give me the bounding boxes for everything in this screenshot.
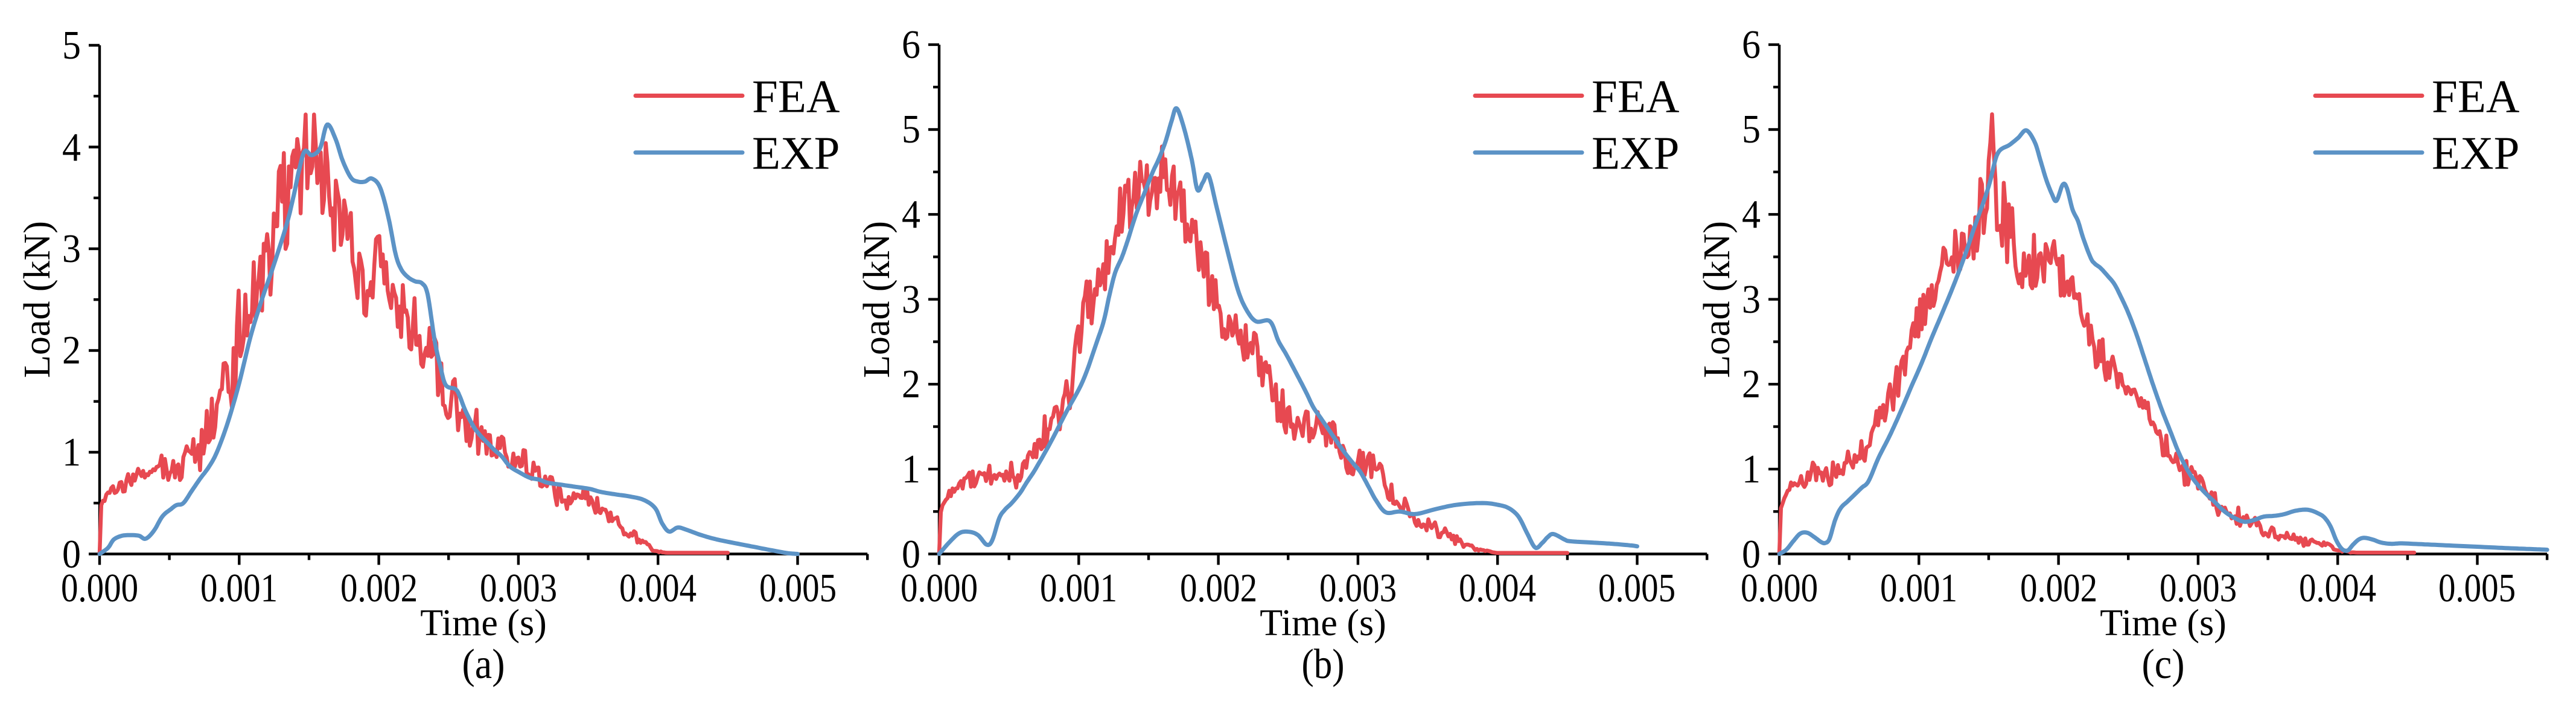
svg-text:0.000: 0.000 bbox=[901, 566, 978, 610]
svg-text:Load (kN): Load (kN) bbox=[856, 221, 897, 378]
svg-text:(b): (b) bbox=[1302, 641, 1345, 688]
svg-text:0.002: 0.002 bbox=[340, 566, 418, 610]
svg-text:2: 2 bbox=[1742, 362, 1761, 406]
svg-text:5: 5 bbox=[902, 107, 920, 152]
svg-text:0.003: 0.003 bbox=[480, 566, 557, 610]
svg-text:0.005: 0.005 bbox=[759, 566, 837, 610]
svg-text:Time (s): Time (s) bbox=[1260, 603, 1386, 644]
svg-text:0.002: 0.002 bbox=[1180, 566, 1257, 610]
svg-text:0.005: 0.005 bbox=[1598, 566, 1675, 610]
svg-text:0.001: 0.001 bbox=[200, 566, 278, 610]
svg-text:0.001: 0.001 bbox=[1880, 566, 1957, 610]
svg-text:1: 1 bbox=[1742, 447, 1761, 491]
svg-text:0: 0 bbox=[902, 532, 920, 577]
svg-text:3: 3 bbox=[902, 277, 920, 322]
svg-text:5: 5 bbox=[1742, 107, 1761, 152]
svg-text:Time (s): Time (s) bbox=[2100, 603, 2227, 644]
svg-text:0.004: 0.004 bbox=[1459, 566, 1536, 610]
svg-text:1: 1 bbox=[62, 430, 81, 475]
svg-text:0.005: 0.005 bbox=[2438, 566, 2516, 610]
svg-text:3: 3 bbox=[1742, 277, 1761, 322]
svg-text:5: 5 bbox=[62, 23, 81, 68]
svg-text:0.003: 0.003 bbox=[2160, 566, 2237, 610]
svg-text:2: 2 bbox=[902, 362, 920, 406]
svg-text:2: 2 bbox=[62, 328, 81, 373]
svg-text:Load (kN): Load (kN) bbox=[17, 221, 58, 378]
svg-text:0.001: 0.001 bbox=[1040, 566, 1117, 610]
svg-text:FEA: FEA bbox=[2432, 71, 2520, 123]
svg-text:4: 4 bbox=[1742, 192, 1761, 237]
svg-text:Time (s): Time (s) bbox=[420, 603, 547, 644]
svg-text:EXP: EXP bbox=[2432, 127, 2519, 179]
svg-text:(c): (c) bbox=[2142, 641, 2185, 688]
svg-text:6: 6 bbox=[902, 22, 920, 67]
svg-text:0.004: 0.004 bbox=[2299, 566, 2376, 610]
svg-text:0.002: 0.002 bbox=[2020, 566, 2097, 610]
svg-text:Load (kN): Load (kN) bbox=[1697, 221, 1738, 378]
svg-text:0.003: 0.003 bbox=[1319, 566, 1397, 610]
svg-text:1: 1 bbox=[902, 447, 920, 491]
svg-text:(a): (a) bbox=[462, 641, 505, 688]
svg-text:EXP: EXP bbox=[1592, 127, 1679, 179]
svg-text:3: 3 bbox=[62, 226, 81, 271]
svg-text:0.004: 0.004 bbox=[619, 566, 697, 610]
svg-text:4: 4 bbox=[62, 125, 81, 170]
svg-text:0.000: 0.000 bbox=[1741, 566, 1818, 610]
svg-text:FEA: FEA bbox=[752, 71, 840, 123]
svg-text:6: 6 bbox=[1742, 22, 1761, 67]
svg-text:EXP: EXP bbox=[752, 127, 840, 179]
svg-text:0: 0 bbox=[62, 532, 81, 577]
svg-text:0: 0 bbox=[1742, 532, 1761, 577]
svg-text:4: 4 bbox=[902, 192, 920, 237]
svg-text:0.000: 0.000 bbox=[61, 566, 138, 610]
svg-text:FEA: FEA bbox=[1592, 71, 1680, 123]
